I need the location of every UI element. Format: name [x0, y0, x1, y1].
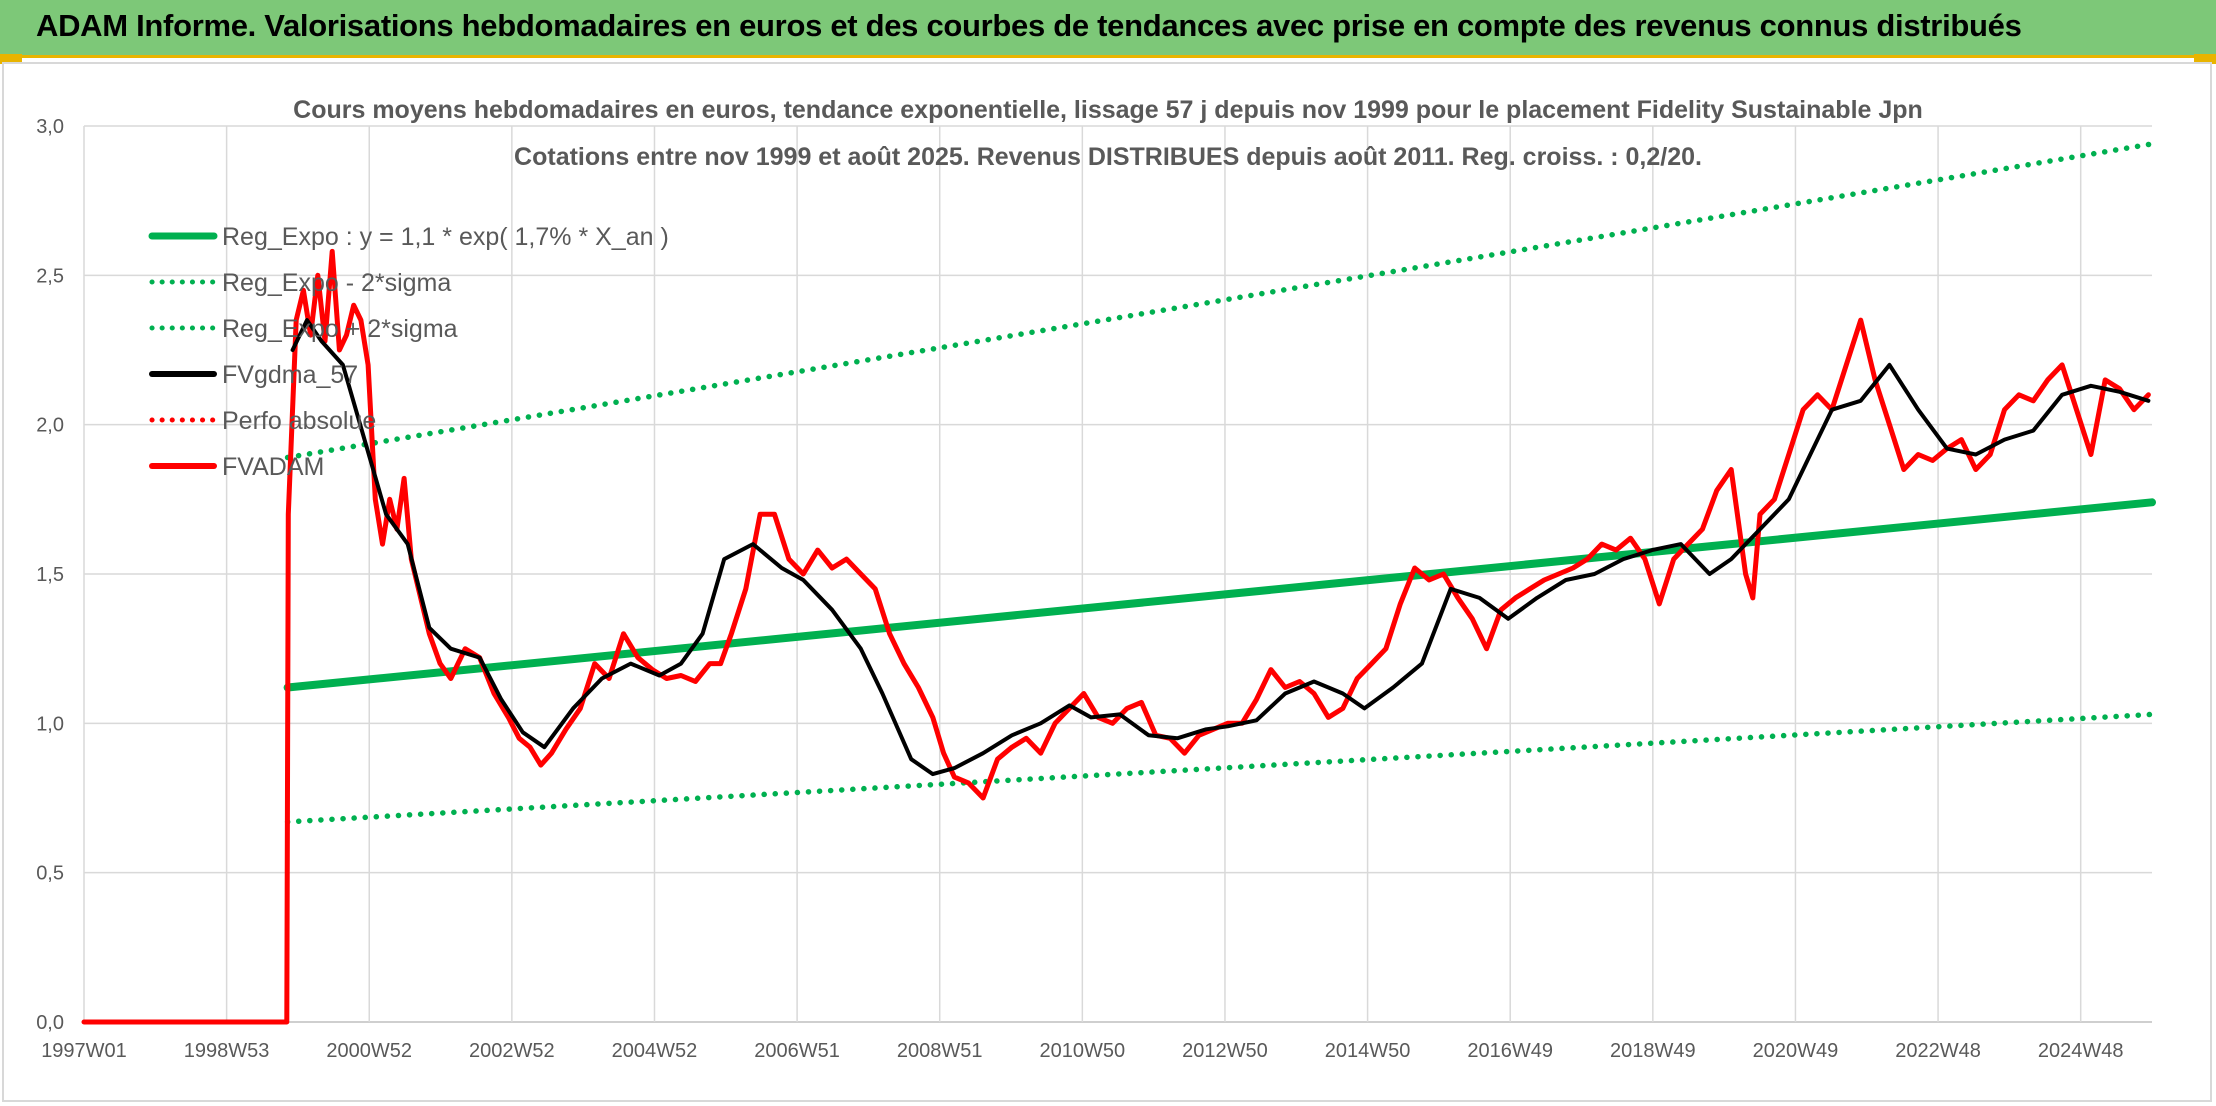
legend-item-label: Reg_Expo : y = 1,1 * exp( 1,7% * X_an ): [222, 223, 669, 251]
x-tick-label: 1997W01: [41, 1040, 127, 1062]
corner-accent-left: [0, 54, 22, 64]
legend: Reg_Expo : y = 1,1 * exp( 1,7% * X_an ) R…: [148, 223, 669, 481]
legend-item-label: FVgdma_57: [222, 361, 358, 389]
series-line-3: [290, 318, 2151, 777]
x-tick-label: 2024W48: [2038, 1040, 2124, 1062]
x-tick-label: 2000W52: [326, 1040, 412, 1062]
y-tick-label: 1,5: [36, 564, 64, 586]
series-line-2: [284, 141, 2155, 461]
x-tick-label: 2018W49: [1610, 1040, 1696, 1062]
series-line-1: [284, 711, 2155, 825]
x-tick-label: 2004W52: [612, 1040, 698, 1062]
series-line-0: [283, 498, 2156, 692]
gridlines: [83, 125, 2152, 1023]
x-tick-label: 2020W49: [1753, 1040, 1839, 1062]
x-tick-label: 2006W51: [754, 1040, 840, 1062]
series-line-5: [81, 248, 2151, 1025]
legend-item-label: FVADAM: [222, 453, 324, 481]
y-tick-label: 1,0: [36, 713, 64, 735]
x-tick-label: 2008W51: [897, 1040, 983, 1062]
y-axis-ticks: 0,0 0,5 1,0 1,5 2,0 2,5 3,0: [36, 116, 64, 1034]
y-tick-label: 2,0: [36, 415, 64, 437]
y-tick-label: 0,0: [36, 1012, 64, 1034]
chart-frame: [2, 62, 2212, 1102]
chart-subtitle: Cotations entre nov 1999 et août 2025. R…: [514, 143, 1702, 171]
y-tick-label: 0,5: [36, 863, 64, 885]
legend-item-label: Perfo absolue: [222, 407, 376, 435]
x-tick-label: 2010W50: [1040, 1040, 1126, 1062]
report-title: ADAM Informe. Valorisations hebdomadaire…: [36, 8, 2022, 43]
y-tick-label: 2,5: [36, 265, 64, 287]
legend-item-label: Reg_Expo - 2*sigma: [222, 269, 451, 297]
x-axis-ticks: 1997W01 1998W53 2000W52 2002W52 2004W52 2006W…: [41, 1040, 2123, 1062]
series-group: [81, 141, 2156, 1025]
legend-item-label: Reg_Expo + 2*sigma: [222, 315, 458, 343]
x-tick-label: 2002W52: [469, 1040, 555, 1062]
x-tick-label: 2014W50: [1325, 1040, 1411, 1062]
y-tick-label: 3,0: [36, 116, 64, 138]
x-tick-label: 2012W50: [1182, 1040, 1268, 1062]
corner-accent-right: [2194, 54, 2216, 64]
x-tick-label: 1998W53: [184, 1040, 270, 1062]
x-tick-label: 2016W49: [1467, 1040, 1553, 1062]
x-tick-label: 2022W48: [1895, 1040, 1981, 1062]
report-banner: ADAM Informe. Valorisations hebdomadaire…: [0, 0, 2216, 58]
chart-title: Cours moyens hebdomadaires en euros, ten…: [293, 96, 1923, 124]
